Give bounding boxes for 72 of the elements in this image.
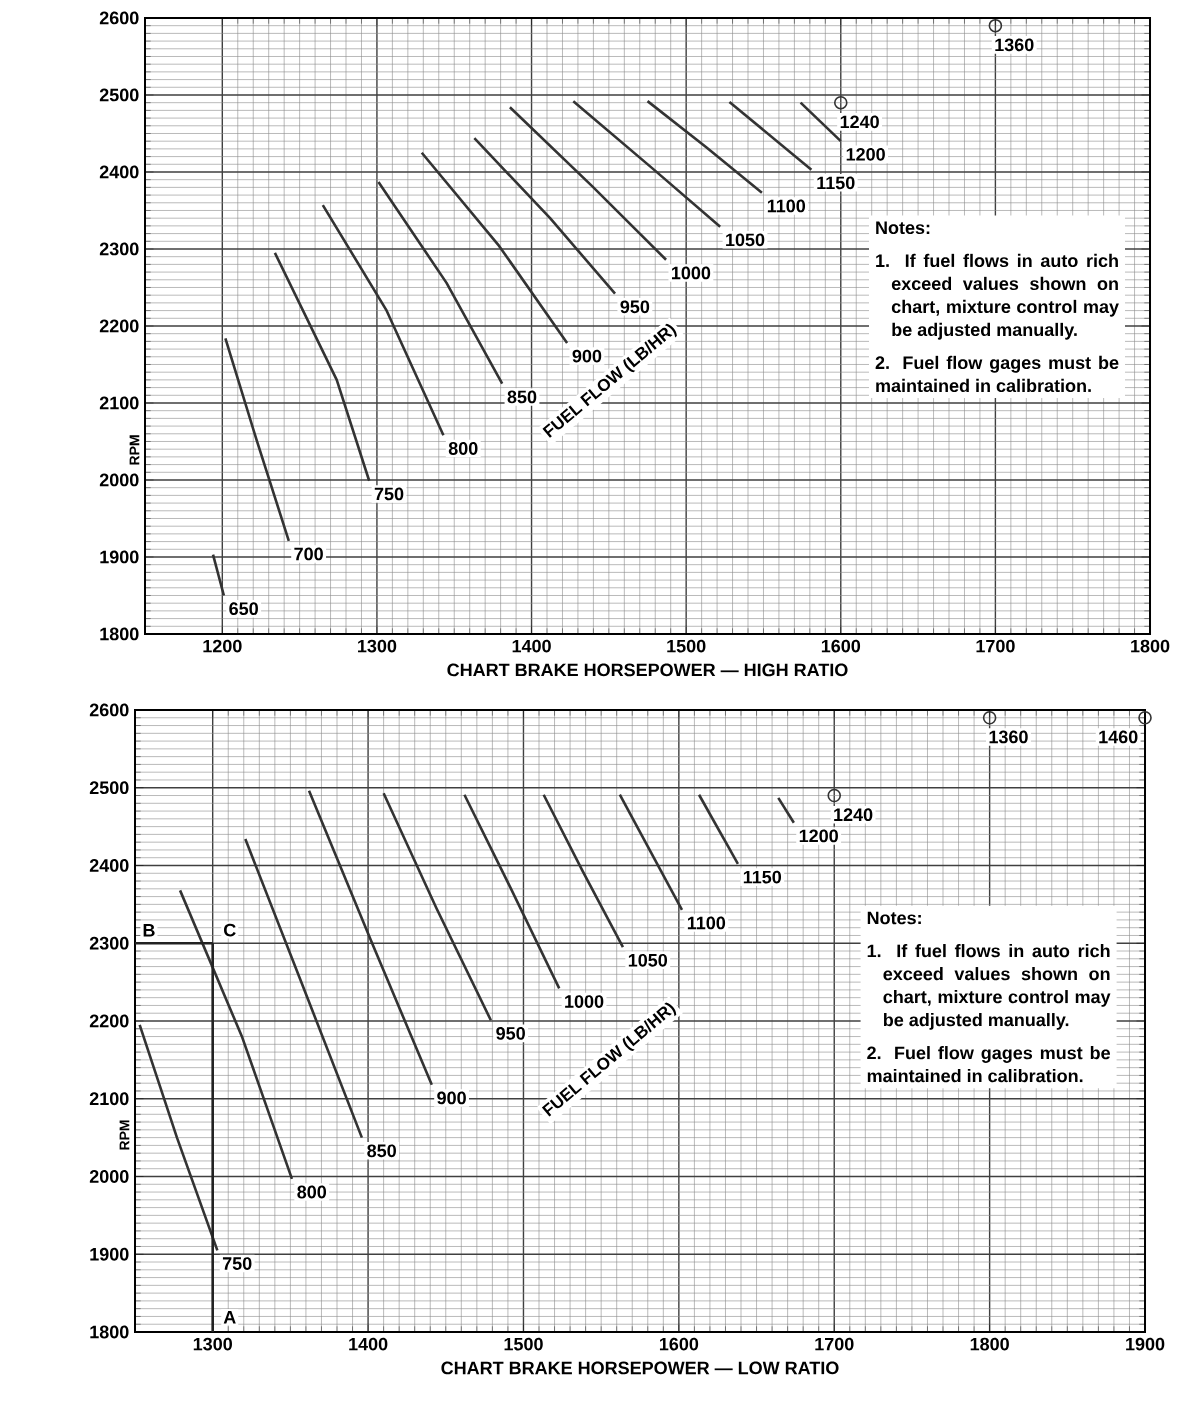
series-label: 1050 xyxy=(628,953,668,967)
y-tick-label: 2000 xyxy=(89,1170,129,1183)
series-label: 1240 xyxy=(834,808,873,822)
x-tick-label: 1500 xyxy=(504,1337,543,1351)
series-label: 1360 xyxy=(995,38,1034,52)
annotation: C xyxy=(224,923,236,937)
x-tick-label: 1200 xyxy=(203,639,242,653)
y-tick-label: 2100 xyxy=(89,1092,129,1106)
x-tick-label: 1800 xyxy=(1131,639,1170,653)
series-label: 1000 xyxy=(671,266,711,280)
y-tick-label: 2300 xyxy=(89,936,129,950)
series-label: 750 xyxy=(374,487,404,501)
x-tick-label: 1800 xyxy=(970,1337,1009,1351)
annotation: B xyxy=(143,924,155,937)
annotation: A xyxy=(223,1310,236,1324)
series-label: 1200 xyxy=(799,829,838,843)
series-label: 1360 xyxy=(989,730,1028,744)
annotation: 1. If fuel flows in auto rich exceed values shown on chart, mixture control may be adjusted manually. xyxy=(876,253,1119,340)
y-tick-label: 2100 xyxy=(99,396,139,410)
x-tick-label: 1400 xyxy=(512,639,551,653)
series-label: 650 xyxy=(229,602,258,616)
x-tick-label: 1600 xyxy=(821,639,861,653)
x-tick-label: 1600 xyxy=(659,1337,699,1351)
series-label: 700 xyxy=(294,547,323,561)
y-tick-label: 2500 xyxy=(99,88,139,102)
series-label: 950 xyxy=(620,300,650,314)
y-tick-label: 2500 xyxy=(89,781,129,795)
series-label: 1150 xyxy=(817,176,855,190)
y-tick-label: 1800 xyxy=(100,627,139,641)
series-label: 800 xyxy=(297,1185,327,1199)
y-tick-label: 2300 xyxy=(99,242,139,256)
y-tick-label: 2400 xyxy=(89,859,129,872)
x-tick-label: 1300 xyxy=(193,1337,232,1351)
y-axis-title: RPM xyxy=(129,435,140,465)
series-label: 900 xyxy=(437,1091,466,1105)
series-label: 950 xyxy=(496,1027,525,1040)
series-label: 800 xyxy=(448,442,478,455)
y-tick-label: 2200 xyxy=(99,319,139,333)
series-label: 1460 xyxy=(1099,730,1138,744)
x-tick-label: 1700 xyxy=(815,1337,854,1351)
y-tick-label: 2200 xyxy=(89,1014,129,1028)
x-tick-label: 1700 xyxy=(976,639,1015,653)
series-label: 1200 xyxy=(846,147,885,161)
series-label: 1100 xyxy=(687,916,726,930)
x-tick-label: 1300 xyxy=(358,639,397,653)
annotation: 2. Fuel flow gages must be maintained in calibration. xyxy=(867,1046,1111,1083)
x-axis-title: CHART BRAKE HORSEPOWER — HIGH RATIO xyxy=(447,663,848,677)
annotation: Notes: xyxy=(867,911,921,925)
y-tick-label: 2000 xyxy=(99,473,139,487)
series-label: 1240 xyxy=(840,115,879,129)
x-tick-label: 1900 xyxy=(1126,1337,1165,1351)
y-tick-label: 1900 xyxy=(90,1247,129,1261)
y-tick-label: 1900 xyxy=(100,550,139,564)
y-tick-label: 2600 xyxy=(99,11,139,25)
series-label: 850 xyxy=(367,1144,396,1158)
y-tick-label: 2600 xyxy=(89,703,129,717)
x-tick-label: 1400 xyxy=(349,1337,388,1351)
annotation: 2. Fuel flow gages must be maintained in calibration. xyxy=(875,355,1119,393)
x-axis-title: CHART BRAKE HORSEPOWER — LOW RATIO xyxy=(441,1361,839,1375)
annotation: 1. If fuel flows in auto rich exceed values shown on chart, mixture control may be adjusted manually. xyxy=(867,944,1111,1030)
series-label: 750 xyxy=(222,1257,252,1270)
annotation: Notes: xyxy=(876,221,930,235)
y-tick-label: 1800 xyxy=(90,1325,129,1339)
x-tick-label: 1500 xyxy=(667,639,706,653)
y-tick-label: 2400 xyxy=(99,165,139,179)
series-label: 1150 xyxy=(743,870,782,884)
series-label: 1100 xyxy=(767,199,806,213)
series-label: 1050 xyxy=(726,233,765,247)
y-axis-title: RPM xyxy=(119,1120,130,1150)
series-label: 1000 xyxy=(565,995,604,1008)
series-label: 900 xyxy=(572,349,602,363)
series-label: 850 xyxy=(507,390,537,404)
